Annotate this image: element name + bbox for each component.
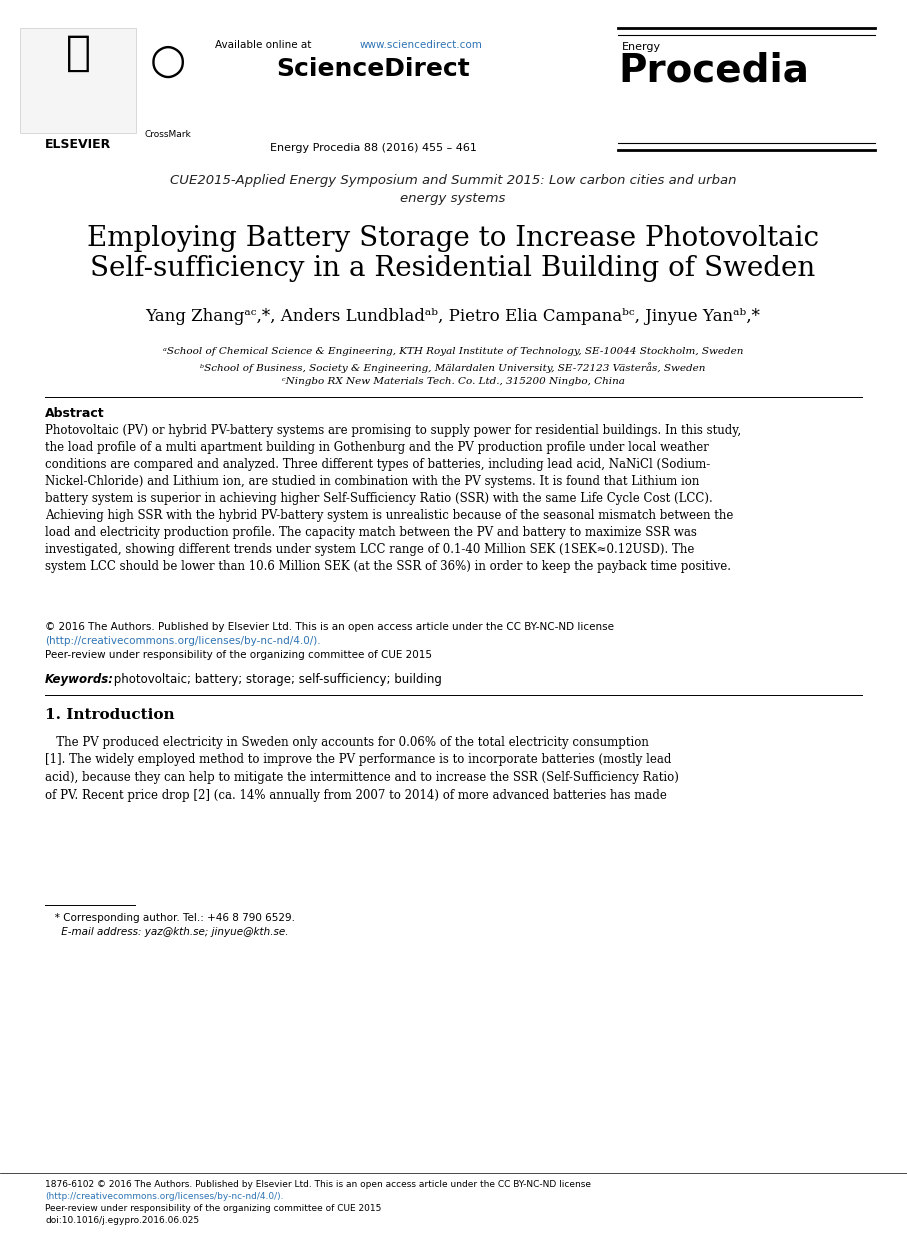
Text: ᵇSchool of Business, Society & Engineering, Mälardalen University, SE-72123 Väst: ᵇSchool of Business, Society & Engineeri…	[200, 361, 706, 373]
Text: CrossMark: CrossMark	[144, 130, 191, 139]
Text: Photovoltaic (PV) or hybrid PV-battery systems are promising to supply power for: Photovoltaic (PV) or hybrid PV-battery s…	[45, 423, 741, 573]
Text: 1876-6102 © 2016 The Authors. Published by Elsevier Ltd. This is an open access : 1876-6102 © 2016 The Authors. Published …	[45, 1180, 591, 1188]
Text: ᵃSchool of Chemical Science & Engineering, KTH Royal Institute of Technology, SE: ᵃSchool of Chemical Science & Engineerin…	[163, 347, 743, 357]
Text: The PV produced electricity in Sweden only accounts for 0.06% of the total elect: The PV produced electricity in Sweden on…	[45, 737, 678, 801]
Text: Procedia: Procedia	[618, 52, 809, 90]
Text: E-mail address: yaz@kth.se; jinyue@kth.se.: E-mail address: yaz@kth.se; jinyue@kth.s…	[45, 927, 288, 937]
Text: Energy: Energy	[622, 42, 661, 52]
Text: Keywords:: Keywords:	[45, 673, 114, 686]
Text: © 2016 The Authors. Published by Elsevier Ltd. This is an open access article un: © 2016 The Authors. Published by Elsevie…	[45, 621, 614, 633]
Text: 1. Introduction: 1. Introduction	[45, 708, 175, 722]
Bar	[20, 28, 136, 132]
Text: Employing Battery Storage to Increase Photovoltaic: Employing Battery Storage to Increase Ph…	[87, 225, 819, 253]
Text: ○: ○	[150, 40, 186, 82]
Text: ᶜNingbo RX New Materials Tech. Co. Ltd., 315200 Ningbo, China: ᶜNingbo RX New Materials Tech. Co. Ltd.,…	[281, 378, 624, 386]
Text: (http://creativecommons.org/licenses/by-nc-nd/4.0/).: (http://creativecommons.org/licenses/by-…	[45, 636, 321, 646]
Text: Available online at: Available online at	[215, 40, 315, 50]
Text: energy systems: energy systems	[400, 192, 506, 206]
Text: Peer-review under responsibility of the organizing committee of CUE 2015: Peer-review under responsibility of the …	[45, 650, 432, 660]
Text: Yang Zhangᵃᶜ,*, Anders Lundbladᵃᵇ, Pietro Elia Campanaᵇᶜ, Jinyue Yanᵃᵇ,*: Yang Zhangᵃᶜ,*, Anders Lundbladᵃᵇ, Pietr…	[145, 308, 760, 326]
Text: 🌲: 🌲	[65, 32, 91, 74]
Text: ELSEVIER: ELSEVIER	[44, 137, 112, 151]
Text: CUE2015-Applied Energy Symposium and Summit 2015: Low carbon cities and urban: CUE2015-Applied Energy Symposium and Sum…	[170, 175, 736, 187]
Text: * Corresponding author. Tel.: +46 8 790 6529.: * Corresponding author. Tel.: +46 8 790 …	[45, 912, 295, 924]
Text: ScienceDirect: ScienceDirect	[276, 57, 470, 80]
Text: photovoltaic; battery; storage; self-sufficiency; building: photovoltaic; battery; storage; self-suf…	[110, 673, 442, 686]
Text: Peer-review under responsibility of the organizing committee of CUE 2015: Peer-review under responsibility of the …	[45, 1205, 381, 1213]
Text: Abstract: Abstract	[45, 407, 104, 420]
Text: www.sciencedirect.com: www.sciencedirect.com	[360, 40, 483, 50]
Text: Self-sufficiency in a Residential Building of Sweden: Self-sufficiency in a Residential Buildi…	[91, 255, 815, 282]
Text: (http://creativecommons.org/licenses/by-nc-nd/4.0/).: (http://creativecommons.org/licenses/by-…	[45, 1192, 284, 1201]
Text: Energy Procedia 88 (2016) 455 – 461: Energy Procedia 88 (2016) 455 – 461	[269, 144, 476, 154]
Text: doi:10.1016/j.egypro.2016.06.025: doi:10.1016/j.egypro.2016.06.025	[45, 1216, 200, 1224]
